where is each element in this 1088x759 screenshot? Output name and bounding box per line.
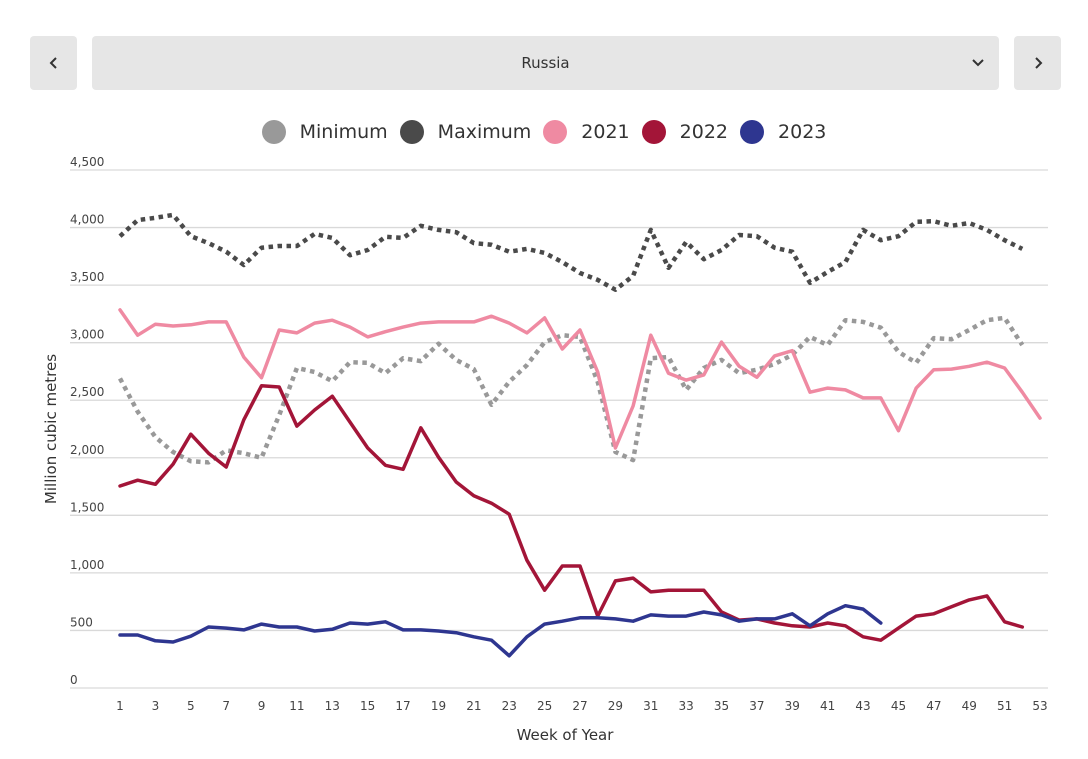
previous-country-button[interactable] xyxy=(30,36,77,90)
chevron-right-icon xyxy=(1034,57,1042,69)
x-tick-label: 51 xyxy=(997,699,1012,713)
legend-label: Minimum xyxy=(299,121,388,143)
x-tick-label: 37 xyxy=(749,699,764,713)
x-axis-title: Week of Year xyxy=(517,726,615,744)
x-tick-label: 47 xyxy=(926,699,941,713)
legend-item-2022[interactable]: 2022 xyxy=(641,120,729,144)
x-tick-label: 25 xyxy=(537,699,552,713)
country-select[interactable]: Russia xyxy=(92,36,999,90)
y-tick-label: 2,000 xyxy=(70,443,104,457)
legend-label: Maximum xyxy=(437,121,532,143)
x-tick-label: 11 xyxy=(289,699,304,713)
legend-label: 2022 xyxy=(679,121,729,143)
x-tick-label: 17 xyxy=(395,699,410,713)
legend-item-2021[interactable]: 2021 xyxy=(543,120,630,144)
x-tick-label: 19 xyxy=(431,699,446,713)
x-tick-label: 31 xyxy=(643,699,658,713)
grid-lines xyxy=(70,169,1048,689)
x-tick-label: 1 xyxy=(116,699,124,713)
legend-swatch-2022 xyxy=(641,120,666,144)
legend-item-2023[interactable]: 2023 xyxy=(740,120,826,144)
x-tick-label: 39 xyxy=(785,699,800,713)
y-tick-label: 3,500 xyxy=(70,270,104,284)
y-tick-label: 2,500 xyxy=(70,385,104,399)
chevron-down-icon xyxy=(972,59,984,67)
legend-item-minimum[interactable]: Minimum xyxy=(261,120,388,144)
next-country-button[interactable] xyxy=(1014,36,1061,90)
x-tick-label: 35 xyxy=(714,699,729,713)
x-tick-label: 7 xyxy=(222,699,230,713)
series-line-minimum xyxy=(118,315,1025,465)
y-axis-ticks: 0 500 1,000 1,500 2,000 2,500 3,000 3,500 4,000 4… xyxy=(70,155,104,687)
x-tick-label: 53 xyxy=(1032,699,1047,713)
y-tick-label: 1,000 xyxy=(70,558,104,572)
x-tick-label: 49 xyxy=(962,699,977,713)
x-tick-label: 33 xyxy=(679,699,694,713)
y-tick-label: 1,500 xyxy=(70,500,104,514)
x-tick-label: 41 xyxy=(820,699,835,713)
x-tick-label: 29 xyxy=(608,699,623,713)
legend-swatch-2021 xyxy=(543,120,568,144)
y-tick-label: 4,000 xyxy=(70,213,104,227)
series-line-maximum xyxy=(118,212,1024,292)
y-tick-label: 3,000 xyxy=(70,328,104,342)
x-axis-ticks: 1 3 5 7 9 11 13 15 17 19 21 23 25 27 29 31 33 35 37 39 41 43 4… xyxy=(116,699,1047,713)
x-tick-label: 9 xyxy=(258,699,266,713)
legend-swatch-maximum xyxy=(399,120,424,144)
legend-item-maximum[interactable]: Maximum xyxy=(399,120,532,144)
x-tick-label: 15 xyxy=(360,699,375,713)
legend-swatch-minimum xyxy=(261,120,286,144)
series-line-2022 xyxy=(118,384,1025,642)
x-tick-label: 45 xyxy=(891,699,906,713)
x-tick-label: 5 xyxy=(187,699,195,713)
chart-legend: Minimum Maximum 2021 2022 2023 xyxy=(0,120,1088,144)
x-tick-label: 3 xyxy=(152,699,160,713)
y-tick-label: 0 xyxy=(70,673,78,687)
series-lines xyxy=(118,212,1042,658)
y-axis-title: Million cubic metres xyxy=(42,354,60,504)
x-tick-label: 43 xyxy=(855,699,870,713)
country-select-value: Russia xyxy=(521,54,570,72)
legend-swatch-2023 xyxy=(740,120,765,144)
x-tick-label: 13 xyxy=(325,699,340,713)
legend-label: 2021 xyxy=(581,121,630,143)
x-tick-label: 23 xyxy=(502,699,517,713)
x-tick-label: 21 xyxy=(466,699,481,713)
x-tick-label: 27 xyxy=(572,699,587,713)
y-tick-label: 4,500 xyxy=(70,155,104,169)
series-line-2023 xyxy=(118,603,883,658)
legend-label: 2023 xyxy=(778,121,827,143)
y-tick-label: 500 xyxy=(70,615,93,629)
series-line-2021 xyxy=(118,308,1042,450)
chevron-left-icon xyxy=(49,57,57,69)
